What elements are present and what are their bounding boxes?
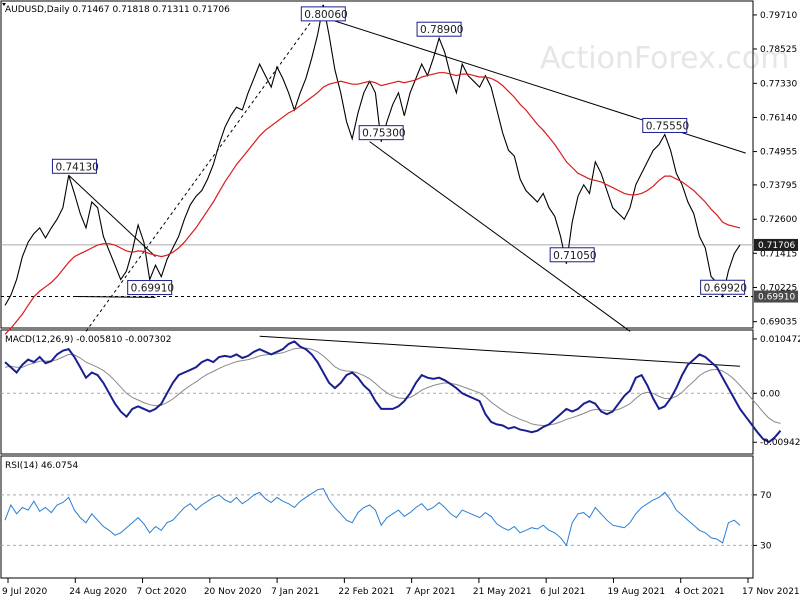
rsi-y-tick-label: 70	[760, 491, 772, 501]
price-y-tick-label: 0.74955	[760, 148, 797, 158]
price-y-tick-label: 0.77330	[760, 79, 797, 89]
x-tick-label: 20 Nov 2020	[204, 587, 262, 597]
price-annotation-label: 0.71050	[553, 250, 596, 262]
moving-average-line	[4, 72, 741, 335]
price-annotation-box	[358, 125, 404, 141]
trendline	[74, 296, 156, 298]
price-annotation-label: 0.69920	[704, 282, 747, 294]
price-annotation-label: 0.74130	[55, 161, 98, 173]
price-y-tick-label: 0.76140	[760, 114, 797, 124]
price-panel	[0, 0, 754, 329]
price-panel-title: AUDUSD,Daily 0.71467 0.71818 0.71311 0.7…	[5, 5, 230, 15]
trendline	[68, 174, 156, 257]
price-y-tick-label: 0.78525	[760, 45, 797, 55]
watermark: ActionForex.com	[540, 41, 789, 76]
rsi-panel	[0, 455, 754, 579]
price-y-tick-label: 0.79710	[760, 11, 797, 21]
macd-panel	[0, 329, 754, 455]
rsi-panel-frame	[0, 455, 754, 579]
x-tick-label: 7 Apr 2021	[406, 587, 456, 597]
x-tick-label: 4 Oct 2021	[675, 587, 725, 597]
macd-y-tick-label: 0.00	[760, 389, 780, 399]
x-tick-label: 7 Jan 2021	[271, 587, 319, 597]
rsi-panel-title: RSI(14) 46.0754	[5, 461, 78, 471]
price-annotation-box	[51, 158, 97, 174]
symbol-dropdown-icon[interactable]	[2, 3, 6, 6]
current-price-label: 0.71706	[758, 241, 795, 251]
support-price-box	[754, 290, 798, 303]
current-price-box	[754, 238, 798, 251]
price-annotation-label: 0.75550	[646, 120, 689, 132]
x-tick-label: 9 Jul 2020	[2, 587, 47, 597]
series-layer	[4, 4, 782, 547]
price-y-tick-label: 0.73795	[760, 181, 797, 191]
macd-line	[4, 340, 782, 444]
x-tick-label: 7 Oct 2020	[137, 587, 187, 597]
price-y-tick-label: 0.72600	[760, 215, 797, 225]
macd-y-tick-label: -0.009426	[760, 438, 800, 448]
price-annotation-box	[300, 6, 346, 22]
x-tick-label: 21 May 2021	[473, 587, 532, 597]
price-annotation-box	[127, 280, 173, 296]
macd-panel-frame	[0, 329, 754, 455]
price-annotation-label: 0.69910	[131, 283, 174, 295]
axis-layer: 0.79710 0.78525 0.77330 0.76140 0.74955 0.737…	[2, 11, 800, 597]
price-line	[4, 4, 741, 306]
x-tick-label: 24 Aug 2020	[69, 587, 127, 597]
trendline-layer	[68, 4, 746, 367]
trendline	[85, 4, 324, 332]
macd-signal-line	[4, 347, 781, 427]
macd-panel-title: MACD(12,26,9) -0.005810 -0.007302	[5, 335, 171, 345]
price-annotation-label: 0.78900	[420, 24, 463, 36]
price-annotation-label: 0.80060	[304, 9, 347, 21]
price-y-tick-label: 0.71415	[760, 249, 797, 259]
x-tick-label: 19 Aug 2021	[607, 587, 665, 597]
price-y-tick-label: 0.69035	[760, 318, 797, 328]
price-annotation-box	[549, 247, 595, 263]
trendline	[369, 141, 631, 332]
x-tick-label: 6 Jul 2021	[540, 587, 585, 597]
support-price-label: 0.69910	[758, 293, 795, 303]
rsi-line	[4, 488, 741, 547]
rsi-y-tick-label: 30	[760, 541, 772, 551]
x-tick-label: 22 Feb 2021	[338, 587, 394, 597]
x-tick-label: 17 Nov 2021	[742, 587, 800, 597]
price-annotation-box	[416, 21, 462, 37]
price-annotation-box	[642, 117, 688, 133]
macd-y-tick-label: 0.010472	[760, 335, 800, 345]
price-y-tick-label: 0.70225	[760, 283, 797, 293]
price-annotation-box	[700, 279, 746, 295]
annotation-layer: 0.80060 0.78900 0.75300 0.74130 0.69910 0.710…	[51, 6, 747, 296]
macd-trendline	[259, 335, 741, 367]
price-panel-frame	[0, 0, 754, 329]
price-annotation-label: 0.75300	[362, 128, 405, 140]
